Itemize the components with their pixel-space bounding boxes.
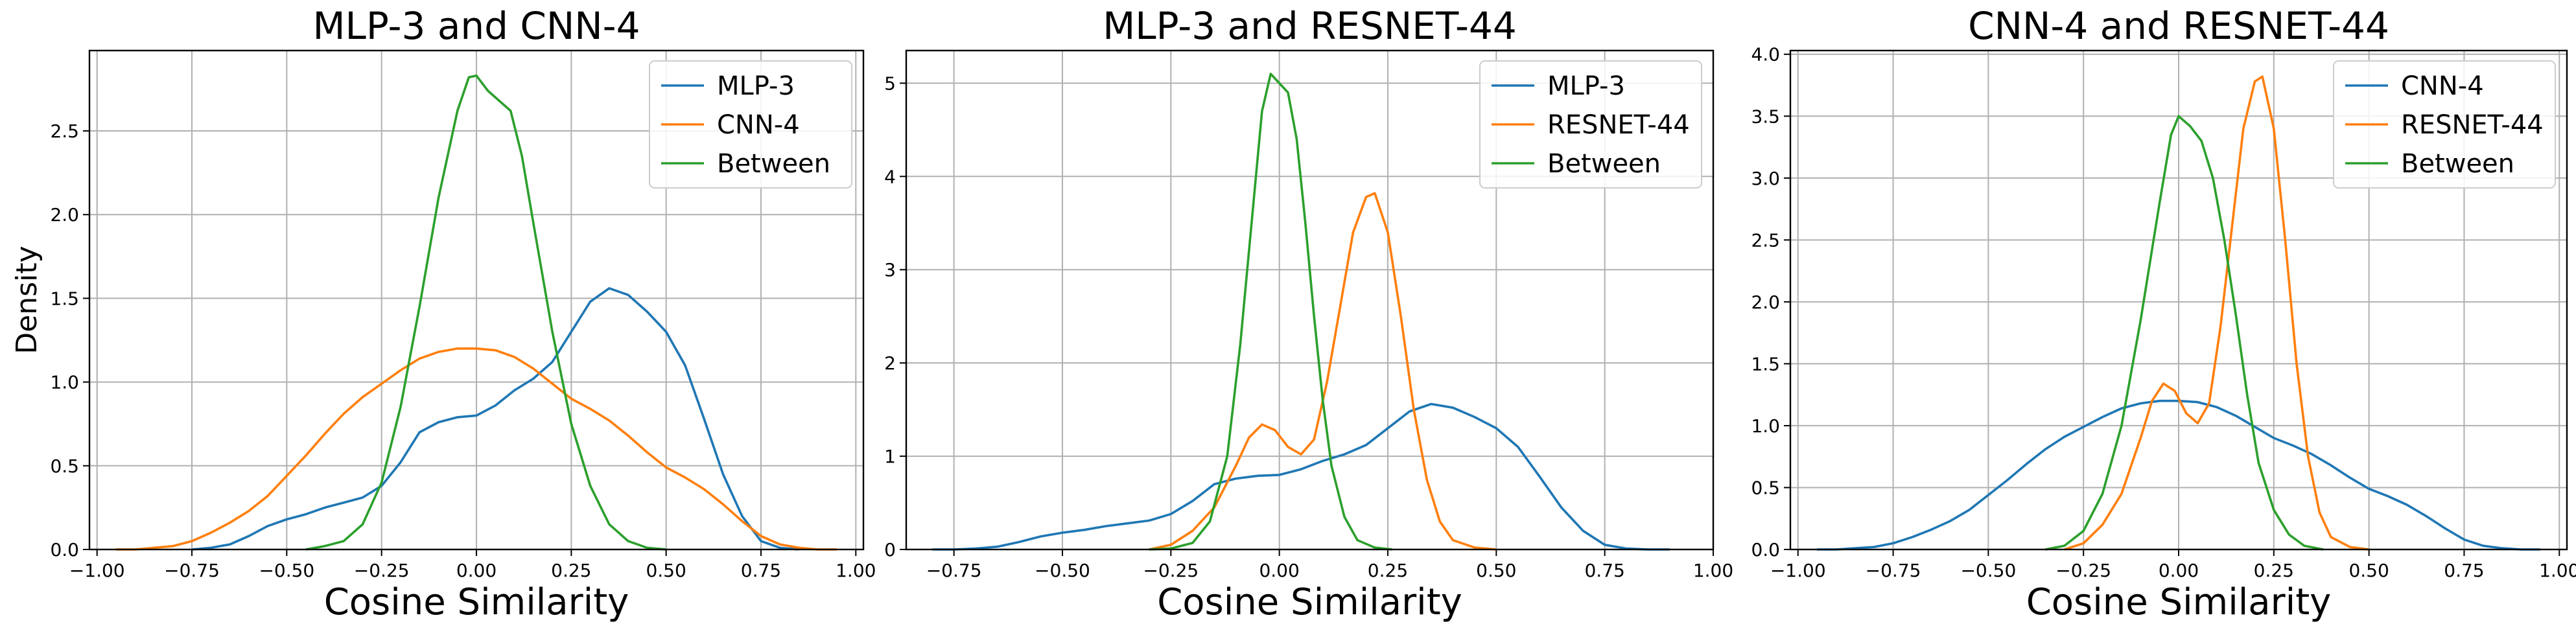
legend: MLP-3 CNN-4 Between bbox=[649, 60, 852, 189]
y-tick-label: 2.0 bbox=[50, 204, 79, 225]
x-tick-label: 0.25 bbox=[551, 560, 591, 581]
x-tick-label: −0.50 bbox=[1035, 560, 1090, 581]
series-line-resnet-44 bbox=[1149, 192, 1497, 551]
y-tick-label: 0.0 bbox=[50, 539, 79, 560]
y-tick-label: 0.5 bbox=[1751, 477, 1780, 498]
chart-panel-2: −0.75 −0.50 −0.25 0.00 0.25 0.50 0.75 1.00 0 1 2 3 4… bbox=[884, 4, 1733, 623]
x-tick-label: 0.75 bbox=[741, 560, 781, 581]
legend-label: Between bbox=[1547, 149, 1661, 179]
x-tick-label: 0.50 bbox=[2348, 560, 2389, 581]
y-tick-label: 1.0 bbox=[50, 372, 79, 393]
x-axis-label: Cosine Similarity bbox=[1157, 581, 1462, 623]
x-tick-label: −0.25 bbox=[354, 560, 410, 581]
y-tick-label: 4 bbox=[884, 166, 896, 187]
legend: MLP-3 RESNET-44 Between bbox=[1479, 60, 1702, 189]
series-lines bbox=[116, 75, 837, 551]
chart-title: MLP-3 and CNN-4 bbox=[313, 4, 640, 48]
x-tick-label: −0.50 bbox=[1960, 560, 2016, 581]
y-axis-label: Density bbox=[10, 246, 43, 354]
y-tick-label: 1.5 bbox=[50, 288, 79, 309]
x-axis-ticks: −0.75 −0.50 −0.25 0.00 0.25 0.50 0.75 1.00 bbox=[926, 549, 1733, 581]
x-tick-label: −0.75 bbox=[1866, 560, 1921, 581]
y-tick-label: 3.5 bbox=[1751, 106, 1780, 127]
y-tick-label: 2.0 bbox=[1751, 292, 1780, 313]
series-line-between bbox=[305, 75, 666, 551]
y-tick-label: 2.5 bbox=[1751, 229, 1780, 251]
y-axis-ticks: 0.0 0.5 1.0 1.5 2.0 2.5 bbox=[50, 121, 89, 560]
x-tick-label: −1.00 bbox=[1770, 560, 1826, 581]
x-tick-label: 0.00 bbox=[456, 560, 497, 581]
x-tick-label: 1.00 bbox=[2539, 560, 2576, 581]
grid-lines bbox=[906, 51, 1714, 550]
chart-title: MLP-3 and RESNET-44 bbox=[1103, 4, 1517, 48]
y-tick-label: 0.5 bbox=[50, 456, 79, 477]
chart-panel-1: −1.00 −0.75 −0.50 −0.25 0.00 0.25 0.50 0.75 1.00… bbox=[10, 4, 876, 623]
x-tick-label: 0.75 bbox=[2444, 560, 2484, 581]
legend-box bbox=[649, 60, 852, 189]
chart-panel-3: −1.00 −0.75 −0.50 −0.25 0.00 0.25 0.50 0.75 1.00… bbox=[1751, 4, 2576, 623]
legend: CNN-4 RESNET-44 Between bbox=[2333, 60, 2556, 189]
grid-lines bbox=[89, 51, 863, 550]
series-lines bbox=[932, 73, 1670, 551]
legend-label: MLP-3 bbox=[717, 71, 795, 101]
y-tick-label: 4.0 bbox=[1751, 44, 1780, 65]
x-tick-label: 0.50 bbox=[646, 560, 686, 581]
x-tick-label: 0.25 bbox=[2254, 560, 2294, 581]
x-axis-ticks: −1.00 −0.75 −0.50 −0.25 0.00 0.25 0.50 0.75 1.00 bbox=[69, 549, 876, 581]
y-tick-label: 3.0 bbox=[1751, 168, 1780, 189]
legend-label: Between bbox=[2401, 149, 2514, 179]
x-tick-label: −1.00 bbox=[69, 560, 125, 581]
y-tick-label: 1.5 bbox=[1751, 353, 1780, 375]
series-line-between bbox=[2045, 115, 2324, 551]
x-tick-label: −0.25 bbox=[2055, 560, 2111, 581]
x-axis-ticks: −1.00 −0.75 −0.50 −0.25 0.00 0.25 0.50 0.75 1.00 bbox=[1770, 549, 2576, 581]
y-tick-label: 5 bbox=[884, 73, 896, 94]
y-tick-label: 1.0 bbox=[1751, 415, 1780, 437]
series-line-mlp-3 bbox=[191, 287, 799, 551]
legend-label: Between bbox=[717, 149, 830, 179]
x-tick-label: −0.50 bbox=[259, 560, 314, 581]
chart-title: CNN-4 and RESNET-44 bbox=[1968, 4, 2389, 48]
legend-label: RESNET-44 bbox=[1547, 110, 1690, 140]
x-axis-label: Cosine Similarity bbox=[324, 581, 629, 623]
legend-label: RESNET-44 bbox=[2401, 110, 2544, 140]
x-tick-label: 1.00 bbox=[1693, 560, 1733, 581]
legend-label: CNN-4 bbox=[2401, 71, 2484, 101]
legend-box bbox=[1479, 60, 1702, 189]
y-axis-ticks: 0.0 0.5 1.0 1.5 2.0 2.5 3.0 3.5 4.0 bbox=[1751, 44, 1790, 560]
series-line-between bbox=[1149, 73, 1392, 551]
y-tick-label: 1 bbox=[884, 446, 896, 467]
x-tick-label: −0.25 bbox=[1143, 560, 1199, 581]
x-axis-label: Cosine Similarity bbox=[2026, 581, 2332, 623]
series-line-mlp-3 bbox=[932, 402, 1670, 551]
plot-frame bbox=[905, 49, 1715, 551]
y-tick-label: 2 bbox=[884, 352, 896, 374]
series-lines bbox=[1817, 75, 2540, 551]
x-tick-label: 0.75 bbox=[1584, 560, 1624, 581]
y-tick-label: 3 bbox=[884, 259, 896, 281]
y-axis-ticks: 0 1 2 3 4 5 bbox=[884, 73, 906, 560]
legend-label: CNN-4 bbox=[717, 110, 800, 140]
x-tick-label: 0.25 bbox=[1368, 560, 1408, 581]
y-tick-label: 0 bbox=[884, 539, 896, 560]
x-tick-label: 0.00 bbox=[2159, 560, 2199, 581]
legend-box bbox=[2333, 60, 2556, 189]
x-tick-label: 0.50 bbox=[1476, 560, 1516, 581]
x-tick-label: −0.75 bbox=[164, 560, 220, 581]
series-line-cnn-4 bbox=[116, 347, 837, 551]
x-tick-label: 0.00 bbox=[1259, 560, 1299, 581]
y-tick-label: 0.0 bbox=[1751, 539, 1780, 560]
x-tick-label: −0.75 bbox=[926, 560, 982, 581]
legend-label: MLP-3 bbox=[1547, 71, 1625, 101]
x-tick-label: 1.00 bbox=[836, 560, 876, 581]
y-tick-label: 2.5 bbox=[50, 121, 79, 142]
series-line-resnet-44 bbox=[2064, 75, 2369, 551]
